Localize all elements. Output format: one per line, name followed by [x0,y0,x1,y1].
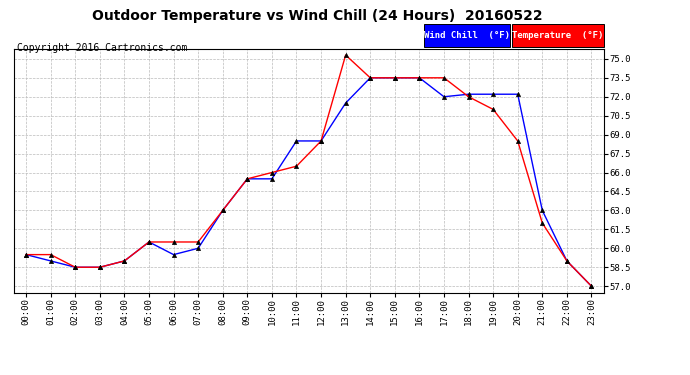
Bar [512,24,604,47]
Text: Temperature  (°F): Temperature (°F) [512,31,604,40]
Bar [424,24,511,47]
Text: Outdoor Temperature vs Wind Chill (24 Hours)  20160522: Outdoor Temperature vs Wind Chill (24 Ho… [92,9,543,23]
Text: Wind Chill  (°F): Wind Chill (°F) [424,31,511,40]
Text: Copyright 2016 Cartronics.com: Copyright 2016 Cartronics.com [17,43,188,53]
